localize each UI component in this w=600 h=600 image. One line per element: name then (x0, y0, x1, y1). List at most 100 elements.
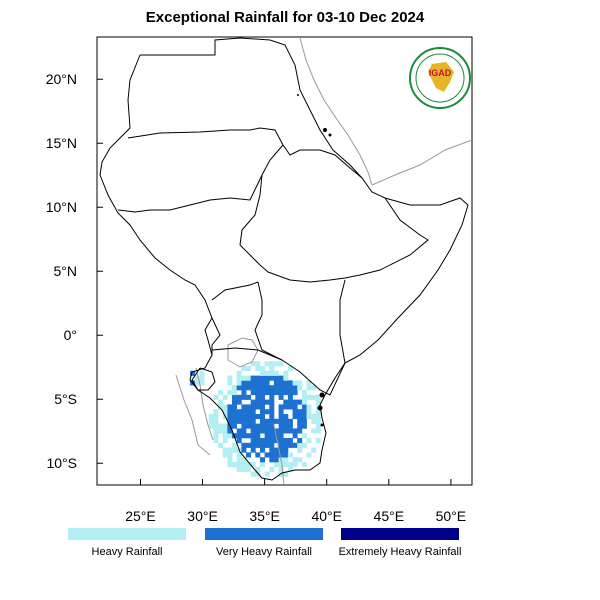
rain-cell (255, 433, 261, 439)
rain-cell (222, 433, 228, 439)
rain-cell (260, 428, 265, 434)
rain-cell (301, 433, 307, 439)
rain-cell (250, 462, 256, 468)
rain-cell (311, 418, 317, 424)
rain-cell (315, 423, 321, 429)
rain-cell (260, 447, 265, 453)
rain-cell (269, 399, 275, 405)
rain-cell (246, 423, 251, 429)
rain-cell (232, 394, 237, 400)
rain-cell (246, 418, 251, 424)
rain-cell (227, 447, 233, 453)
rain-cell (255, 399, 261, 405)
rain-cell (213, 409, 219, 415)
rain-cell (287, 452, 293, 458)
rain-cell (208, 423, 214, 429)
rain-cell (287, 404, 293, 410)
rain-cell (278, 466, 284, 472)
rain-cell (260, 462, 265, 468)
rain-cell (250, 390, 256, 396)
rain-cell (264, 452, 270, 458)
rain-cell (278, 428, 284, 434)
rain-cell (278, 361, 284, 367)
rain-cell (260, 418, 265, 424)
rain-cell (315, 399, 321, 405)
rain-cell (273, 370, 279, 376)
rain-cell (255, 442, 261, 448)
rain-cell (260, 399, 265, 405)
rain-cell (213, 414, 219, 420)
ethiopia-south-sudan-border (239, 174, 269, 273)
rain-cell (283, 414, 289, 420)
lon-tick-label: 40°E (311, 508, 342, 524)
rain-cell (260, 404, 265, 410)
legend-swatch (205, 528, 323, 540)
rain-cell (311, 394, 317, 400)
rain-cell (297, 447, 303, 453)
ethiopia-somalia-border (267, 197, 429, 283)
rain-cell (283, 423, 289, 429)
rain-cell (213, 438, 219, 444)
rain-cell (260, 457, 265, 463)
zanzibar-island (317, 405, 323, 411)
rain-cell (255, 380, 261, 386)
country-borders (99, 37, 469, 481)
rain-cell (297, 399, 303, 405)
rain-cell (292, 385, 298, 391)
rain-cell (241, 409, 247, 415)
rain-cell (255, 423, 261, 429)
rain-cell (269, 418, 275, 424)
rain-cell (246, 462, 251, 468)
rain-cell (246, 394, 251, 400)
rain-cell (278, 380, 284, 386)
rain-cell (278, 385, 284, 391)
rain-cell (264, 361, 270, 367)
rain-cell (255, 438, 261, 444)
rain-cell (250, 438, 256, 444)
rain-cell (255, 428, 261, 434)
rain-cell (208, 418, 214, 424)
rain-cell (315, 414, 321, 420)
rain-cell (250, 433, 256, 439)
rain-cell (250, 414, 256, 420)
rain-cell (250, 361, 256, 367)
rain-cell (255, 452, 261, 458)
rain-cell (264, 390, 270, 396)
rain-cell (283, 447, 289, 453)
longitude-ticks: 25°E 30°E 35°E 40°E 45°E 50°E (125, 479, 466, 524)
rain-cell (287, 390, 293, 396)
rain-cell (297, 409, 303, 415)
rain-cell (269, 428, 275, 434)
rain-cell (283, 462, 289, 468)
rain-cell (250, 409, 256, 415)
rain-cell (311, 385, 317, 391)
rain-cell (292, 399, 298, 405)
logo-text: IGAD (429, 68, 452, 78)
rain-cell (311, 428, 317, 434)
rain-cell (260, 438, 265, 444)
rain-cell (306, 404, 312, 410)
rain-cell (269, 394, 275, 400)
rain-cell (236, 380, 242, 386)
rain-cell (260, 409, 265, 415)
pemba-island (319, 392, 325, 398)
rain-cell (232, 399, 237, 405)
rain-cell (194, 375, 200, 381)
rain-cell (269, 390, 275, 396)
rain-cell (255, 366, 261, 372)
rain-cell (250, 399, 256, 405)
rain-cell (287, 423, 293, 429)
rain-cell (218, 404, 224, 410)
rain-cell (232, 423, 237, 429)
igad-logo: IGAD (409, 47, 471, 109)
rain-cell (278, 375, 284, 381)
rain-cell (301, 394, 307, 400)
rain-cell (260, 423, 265, 429)
rain-cell (236, 462, 242, 468)
rain-cell (264, 385, 270, 391)
rain-cell (218, 428, 224, 434)
rain-cell (283, 452, 289, 458)
rain-cell (255, 466, 261, 472)
rain-cell (301, 462, 307, 468)
rain-cell (292, 433, 298, 439)
